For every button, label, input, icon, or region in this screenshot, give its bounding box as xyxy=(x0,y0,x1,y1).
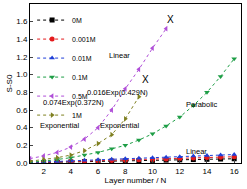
svg-text:0.6: 0.6 xyxy=(16,106,28,115)
svg-text:Exponential: Exponential xyxy=(40,121,80,130)
svg-text:0.5M: 0.5M xyxy=(72,93,88,100)
svg-text:1M: 1M xyxy=(72,112,82,119)
svg-text:Linear: Linear xyxy=(109,51,130,60)
svg-text:1.2: 1.2 xyxy=(16,53,28,62)
svg-text:2: 2 xyxy=(41,167,46,176)
svg-text:14: 14 xyxy=(203,167,212,176)
svg-text:8: 8 xyxy=(123,167,128,176)
svg-text:X: X xyxy=(167,14,174,25)
svg-text:16: 16 xyxy=(230,167,239,176)
svg-text:4: 4 xyxy=(69,167,74,176)
svg-text:0.074Exp(0.372N): 0.074Exp(0.372N) xyxy=(43,98,104,107)
svg-text:12: 12 xyxy=(175,167,184,176)
svg-text:Parabolic: Parabolic xyxy=(186,100,218,109)
svg-text:0.8: 0.8 xyxy=(16,88,28,97)
svg-text:Exponential: Exponential xyxy=(100,121,140,130)
svg-text:1.4: 1.4 xyxy=(16,35,28,44)
svg-text:1.0: 1.0 xyxy=(16,70,28,79)
svg-text:0.2: 0.2 xyxy=(16,141,28,150)
svg-text:Linear: Linear xyxy=(186,147,207,156)
svg-text:0.01M: 0.01M xyxy=(72,55,92,62)
svg-text:0.1M: 0.1M xyxy=(72,74,88,81)
svg-text:0.001M: 0.001M xyxy=(72,36,96,43)
svg-text:0M: 0M xyxy=(72,17,82,24)
svg-text:0.4: 0.4 xyxy=(16,123,28,132)
svg-text:Layer number / N: Layer number / N xyxy=(105,176,167,185)
svg-text:6: 6 xyxy=(96,167,101,176)
svg-text:X: X xyxy=(142,74,149,85)
svg-text:0.016Exp(0.429N): 0.016Exp(0.429N) xyxy=(87,88,148,97)
svg-text:0.0: 0.0 xyxy=(16,159,28,168)
svg-text:1.6: 1.6 xyxy=(16,17,28,26)
svg-text:S-S0: S-S0 xyxy=(5,74,14,92)
svg-text:10: 10 xyxy=(148,167,157,176)
